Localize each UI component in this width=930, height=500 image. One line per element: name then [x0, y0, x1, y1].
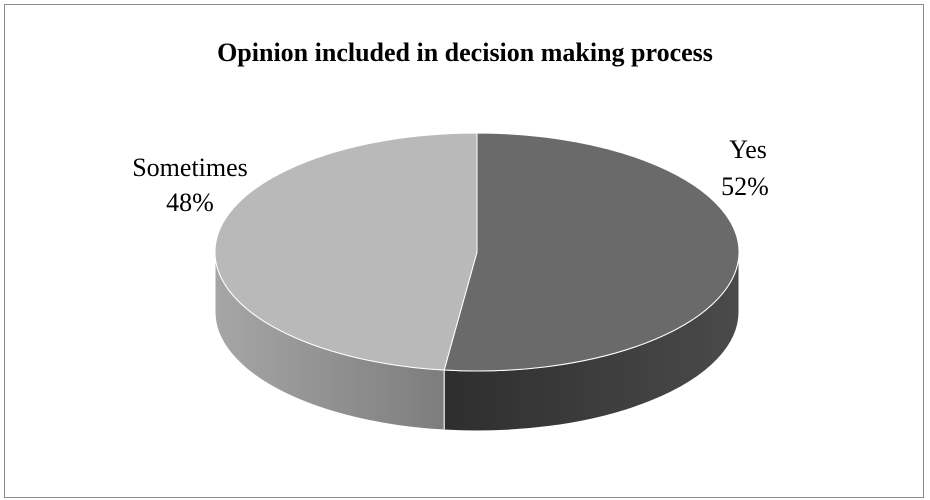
pie-slice-sometimes	[214, 132, 478, 371]
pie-slice-yes	[443, 132, 740, 372]
slice-label-sometimes-name: Sometimes	[132, 153, 248, 182]
slice-label-sometimes-value: 48%	[166, 188, 214, 217]
chart-title: Opinion included in decision making proc…	[217, 38, 713, 67]
slice-label-yes-value: 52%	[721, 172, 769, 201]
slice-label-yes-name: Yes	[729, 135, 767, 164]
